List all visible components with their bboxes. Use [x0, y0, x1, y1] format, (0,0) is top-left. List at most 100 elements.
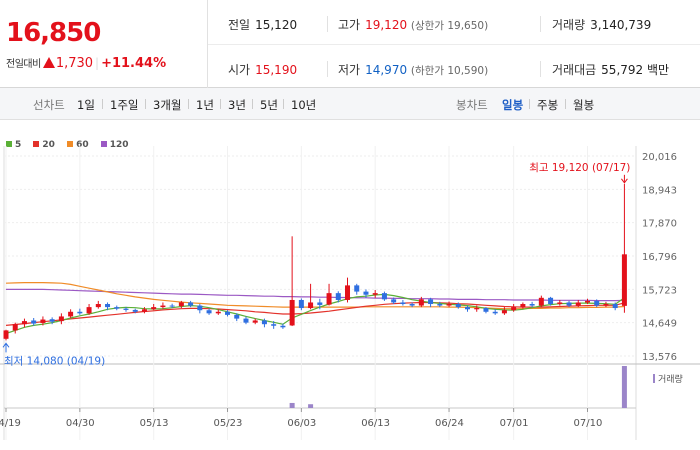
period-1y-button[interactable]: 1년: [196, 98, 214, 112]
candle-body: [418, 299, 424, 306]
legend-item-ma120: 120: [100, 140, 129, 150]
line-chart-label: 선차트: [33, 98, 65, 112]
period-10y-button[interactable]: 10년: [291, 98, 317, 112]
x-tick-label: 06/13: [361, 418, 390, 429]
divider: [529, 99, 530, 109]
price-header: 16,850 전일대비 1,730 | +11.44% 전일 15,120 고가 19,1…: [0, 0, 700, 88]
stat-volume: 거래량 3,140,739: [552, 16, 651, 33]
volume-bar: [289, 402, 295, 408]
ma-legend: 5 20 60 120: [6, 140, 138, 150]
divider: [145, 99, 146, 109]
x-tick-label: 06/03: [287, 418, 316, 429]
stat-value: 55,792: [601, 63, 644, 77]
ma120-line: [6, 288, 625, 302]
candle-body: [594, 300, 600, 306]
y-tick-label: 18,943: [642, 185, 677, 196]
candle-body: [621, 254, 627, 306]
legend-item-ma60: 60: [67, 140, 89, 150]
weekly-candle-button[interactable]: 주봉: [537, 98, 559, 112]
volume-legend-swatch: [653, 374, 655, 383]
stat-label: 전일: [228, 18, 251, 32]
candle-body: [114, 307, 120, 309]
legend-label: 5: [15, 140, 22, 150]
stat-value: 15,190: [255, 63, 298, 77]
stat-amount: 거래대금 55,792 백만: [552, 61, 669, 78]
period-3m-button[interactable]: 3개월: [153, 98, 182, 112]
candle-body: [557, 302, 563, 305]
y-tick-label: 20,016: [642, 152, 677, 163]
candle-body: [271, 324, 277, 326]
y-tick-label: 14,649: [642, 319, 677, 330]
candle-body: [280, 325, 286, 328]
legend-swatch: [33, 141, 40, 147]
candle-body: [3, 330, 9, 339]
candle-body: [437, 304, 443, 306]
ma5-line: [5, 293, 625, 335]
candle-body: [40, 319, 46, 323]
candle-body: [584, 300, 590, 303]
candle-body: [289, 299, 295, 326]
volume-bar: [308, 404, 314, 408]
candle-body: [141, 309, 147, 312]
candle-body: [169, 305, 175, 307]
y-tick-label: 15,723: [642, 285, 677, 296]
candle-body: [501, 310, 507, 314]
candle-body: [160, 305, 166, 308]
stat-value: 15,120: [255, 18, 298, 32]
candle-body: [225, 311, 231, 315]
period-3y-button[interactable]: 3년: [228, 98, 246, 112]
candle-body: [575, 302, 581, 306]
change-value: 1,730: [55, 56, 94, 71]
stat-label: 거래대금: [552, 63, 597, 77]
change-row: 전일대비 1,730 | +11.44%: [6, 55, 166, 71]
candle-body: [363, 291, 369, 295]
candle-body: [123, 308, 129, 310]
divider: |: [95, 56, 100, 70]
candle-body: [474, 308, 480, 310]
period-1d-button[interactable]: 1일: [77, 98, 95, 112]
divider: [188, 99, 189, 109]
candle-body: [372, 293, 378, 295]
stat-unit: 백만: [647, 63, 670, 77]
current-price: 16,850: [6, 18, 101, 48]
stats-divider: [208, 44, 700, 45]
y-tick-label: 13,576: [642, 352, 677, 363]
monthly-candle-button[interactable]: 월봉: [573, 98, 595, 112]
change-label: 전일대비: [6, 59, 41, 70]
period-1w-button[interactable]: 1주일: [110, 98, 139, 112]
stat-value: 19,120: [365, 18, 408, 32]
candle-body: [317, 302, 323, 305]
candle-body: [31, 320, 37, 324]
stat-high: 고가 19,120 (상한가 19,650): [338, 16, 488, 33]
x-tick-label: 07/10: [573, 418, 602, 429]
divider: [220, 99, 221, 109]
price-box: 16,850 전일대비 1,730 | +11.44%: [0, 0, 208, 88]
stat-low: 저가 14,970 (하한가 10,590): [338, 61, 488, 78]
ma20-line: [5, 301, 625, 326]
x-tick-label: 05/23: [214, 418, 243, 429]
candle-body: [21, 321, 27, 325]
divider: [327, 61, 328, 77]
legend-swatch: [100, 141, 107, 147]
period-5y-button[interactable]: 5년: [260, 98, 278, 112]
x-tick-label: 04/19: [0, 418, 21, 429]
up-triangle-icon: [42, 57, 55, 68]
candle-body: [612, 304, 618, 309]
stat-label: 고가: [338, 18, 361, 32]
legend-item-ma20: 20: [33, 140, 55, 150]
candle-body: [335, 293, 341, 300]
candle-body: [86, 307, 92, 314]
volume-label: 거래량: [658, 373, 683, 385]
candle-body: [77, 311, 83, 314]
daily-candle-button[interactable]: 일봉: [502, 98, 524, 112]
low-annotation: 최저 14,080 (04/19): [4, 355, 105, 367]
divider: [327, 16, 328, 32]
stat-value: 14,970: [365, 63, 408, 77]
x-tick-label: 06/24: [435, 418, 464, 429]
divider: [102, 99, 103, 109]
candle-body: [206, 310, 212, 314]
low-arrowhead-icon: [2, 342, 10, 348]
candle-body: [243, 318, 249, 323]
stat-label: 거래량: [552, 18, 586, 32]
